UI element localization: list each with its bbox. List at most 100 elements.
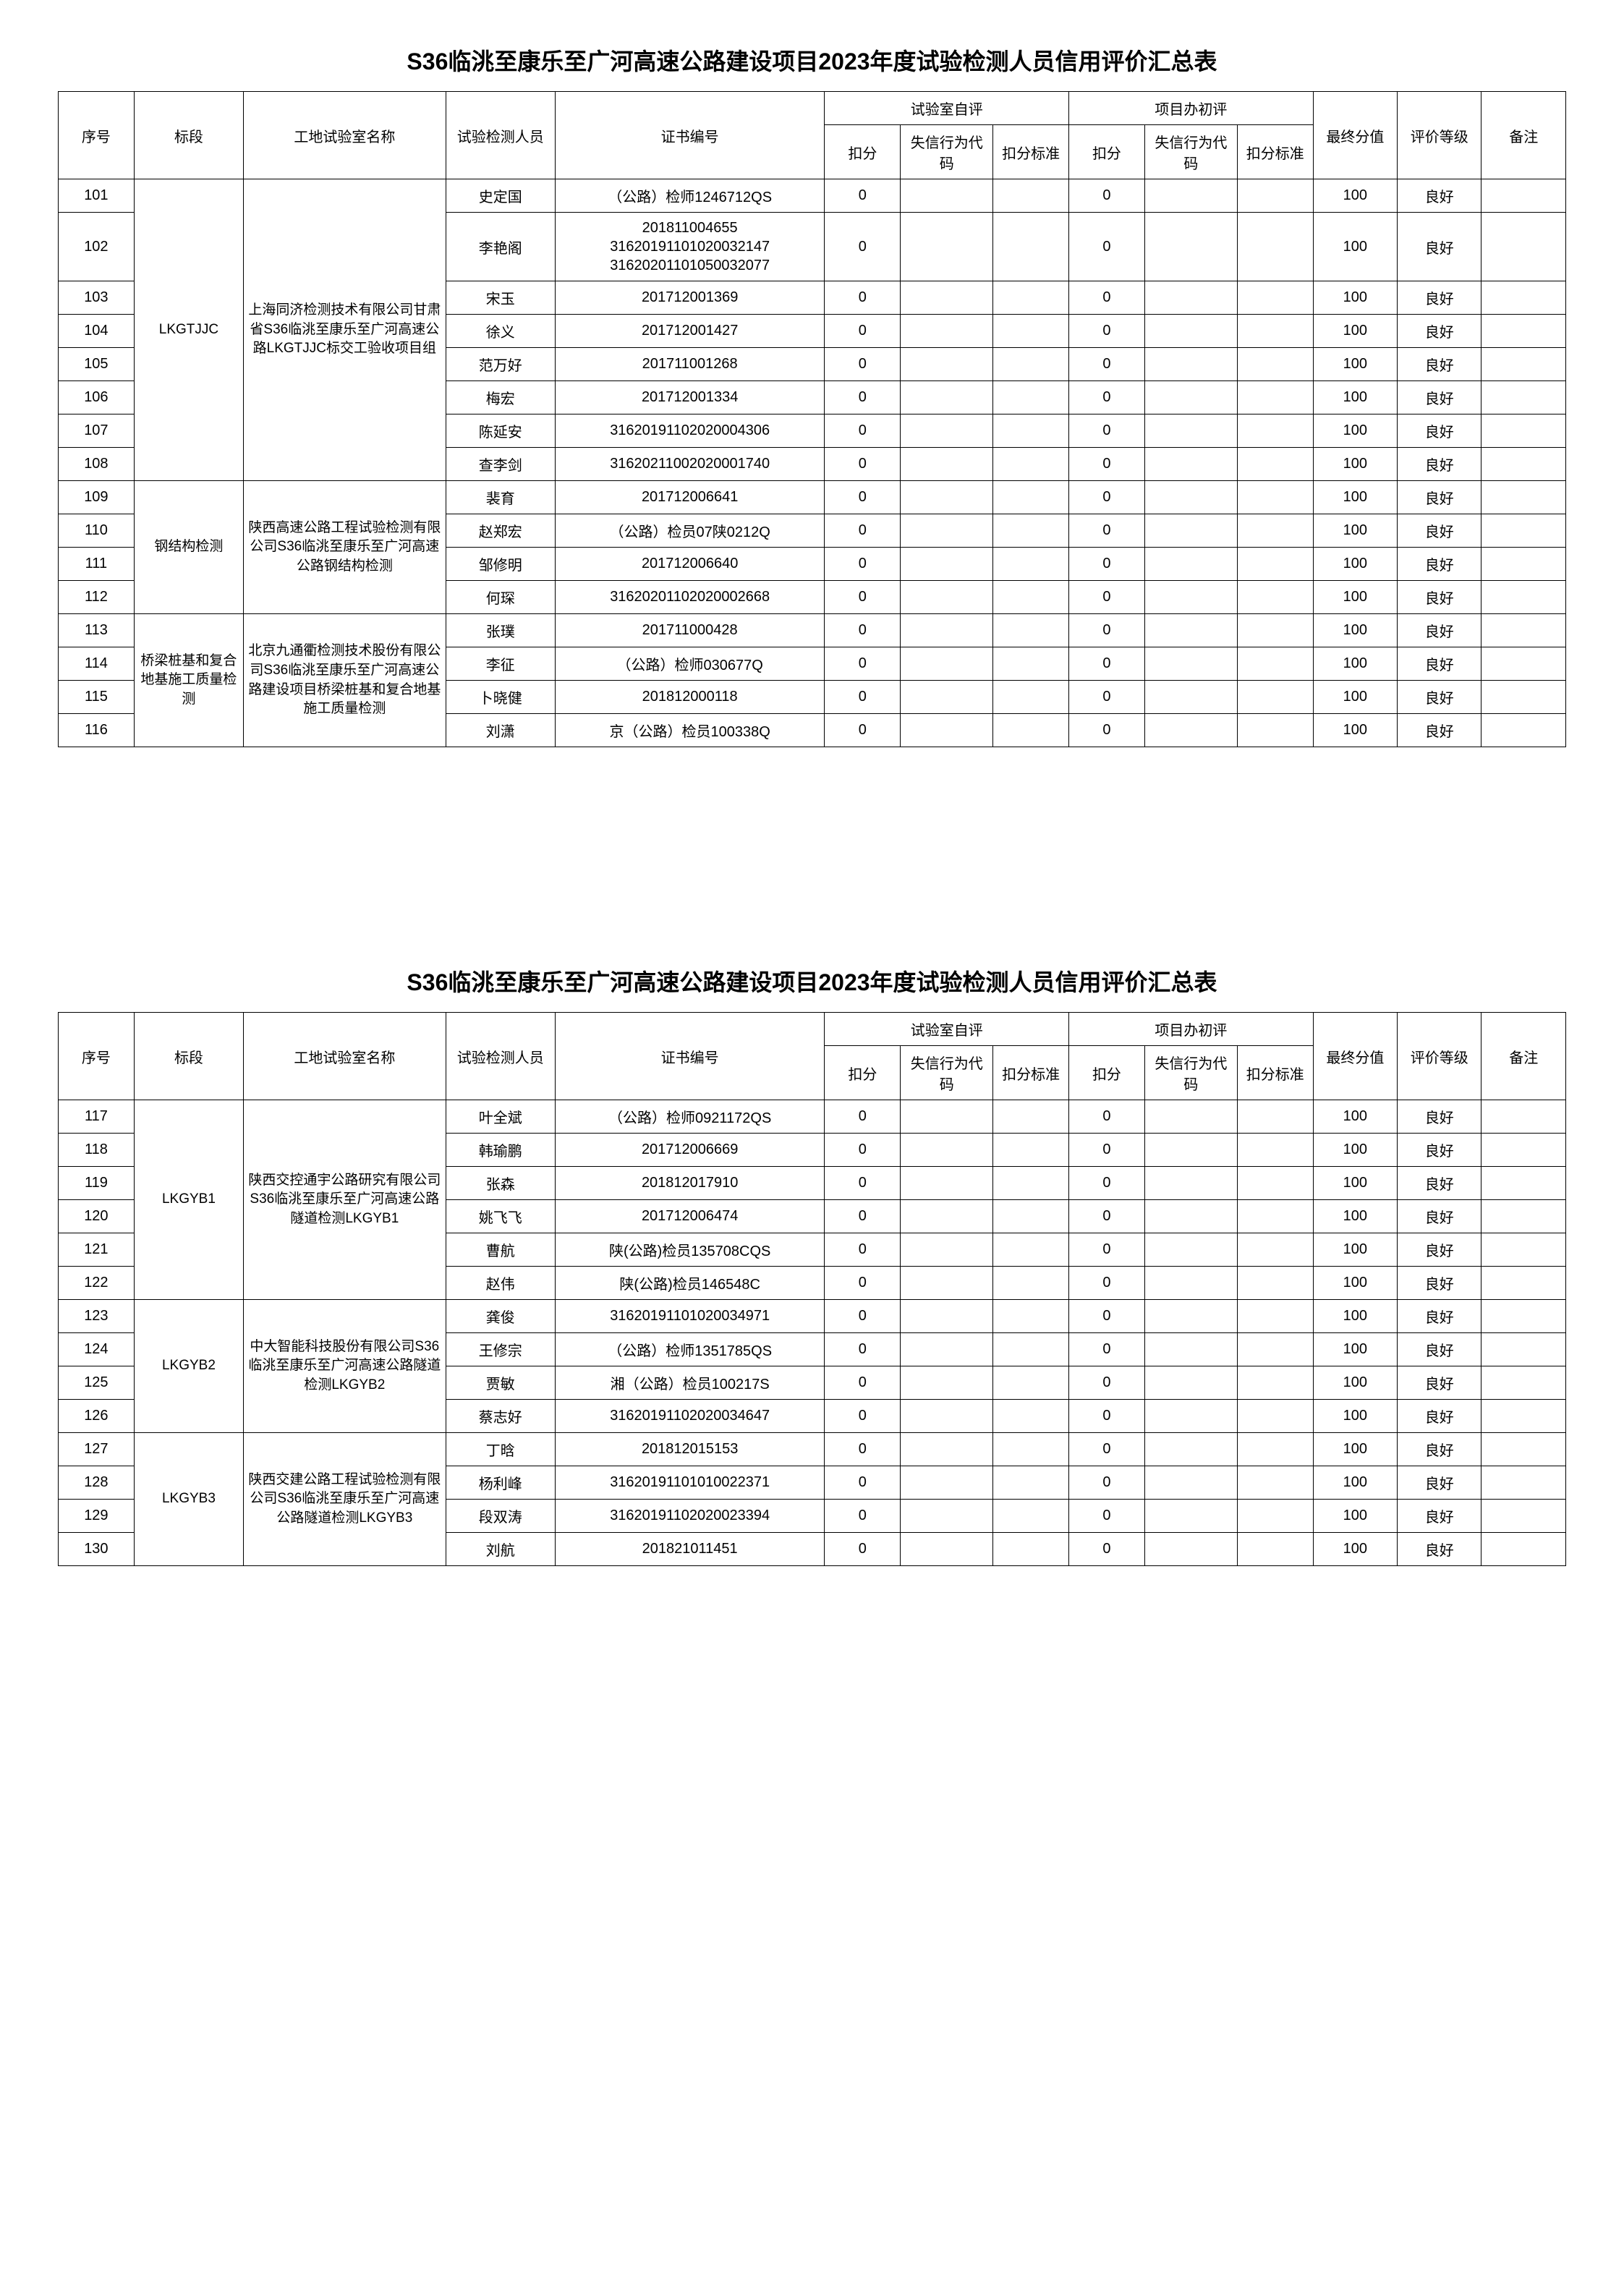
- cell-code-proj: [1144, 1267, 1237, 1300]
- cell-std-proj: [1237, 448, 1313, 481]
- cell-cert: 201712006669: [555, 1134, 825, 1167]
- cell-grade: 良好: [1398, 1433, 1481, 1466]
- cell-seq: 125: [59, 1366, 135, 1400]
- cell-std-proj: [1237, 714, 1313, 747]
- cell-seq: 122: [59, 1267, 135, 1300]
- cell-grade: 良好: [1398, 1333, 1481, 1366]
- cell-deduct-lab: 0: [825, 1400, 901, 1433]
- cell-grade: 良好: [1398, 481, 1481, 514]
- cell-grade: 良好: [1398, 1366, 1481, 1400]
- cell-final: 100: [1313, 1500, 1397, 1533]
- cell-deduct-lab: 0: [825, 179, 901, 213]
- cell-deduct-lab: 0: [825, 1500, 901, 1533]
- cell-code-lab: [901, 1267, 993, 1300]
- cell-deduct-lab: 0: [825, 1466, 901, 1500]
- cell-std-lab: [993, 1200, 1069, 1233]
- header-final: 最终分值: [1313, 92, 1397, 179]
- cell-code-proj: [1144, 1500, 1237, 1533]
- cell-person: 韩瑜鹏: [446, 1134, 555, 1167]
- cell-cert: 201821011451: [555, 1533, 825, 1566]
- cell-seq: 102: [59, 213, 135, 281]
- cell-deduct-lab: 0: [825, 1200, 901, 1233]
- cell-code-proj: [1144, 1366, 1237, 1400]
- cell-std-lab: [993, 581, 1069, 614]
- cell-grade: 良好: [1398, 213, 1481, 281]
- page-title-2: S36临洮至康乐至广河高速公路建设项目2023年度试验检测人员信用评价汇总表: [58, 964, 1566, 998]
- cell-final: 100: [1313, 714, 1397, 747]
- cell-deduct-proj: 0: [1069, 1466, 1145, 1500]
- cell-cert: 201712006474: [555, 1200, 825, 1233]
- table-row: 113桥梁桩基和复合地基施工质量检测北京九通衢检测技术股份有限公司S36临洮至康…: [59, 614, 1566, 647]
- cell-deduct-lab: 0: [825, 647, 901, 681]
- cell-std-lab: [993, 614, 1069, 647]
- cell-deduct-lab: 0: [825, 1366, 901, 1400]
- cell-remark: [1481, 1200, 1566, 1233]
- header-std2: 扣分标准: [1237, 1046, 1313, 1100]
- header-grade: 评价等级: [1398, 1013, 1481, 1100]
- cell-person: 史定国: [446, 179, 555, 213]
- cell-std-proj: [1237, 179, 1313, 213]
- cell-final: 100: [1313, 281, 1397, 315]
- cell-remark: [1481, 281, 1566, 315]
- cell-deduct-lab: 0: [825, 681, 901, 714]
- cell-std-lab: [993, 414, 1069, 448]
- cell-code-proj: [1144, 213, 1237, 281]
- cell-seq: 106: [59, 381, 135, 414]
- cell-grade: 良好: [1398, 179, 1481, 213]
- cell-std-proj: [1237, 481, 1313, 514]
- cell-person: 蔡志好: [446, 1400, 555, 1433]
- cell-grade: 良好: [1398, 1134, 1481, 1167]
- cell-remark: [1481, 1300, 1566, 1333]
- cell-std-lab: [993, 1433, 1069, 1466]
- cell-code-proj: [1144, 1533, 1237, 1566]
- cell-seq: 120: [59, 1200, 135, 1233]
- cell-code-lab: [901, 581, 993, 614]
- cell-cert: 201712001369: [555, 281, 825, 315]
- cell-seq: 110: [59, 514, 135, 548]
- cell-final: 100: [1313, 179, 1397, 213]
- cell-seq: 107: [59, 414, 135, 448]
- header-labeval: 试验室自评: [825, 92, 1069, 125]
- cell-deduct-proj: 0: [1069, 381, 1145, 414]
- cell-grade: 良好: [1398, 1300, 1481, 1333]
- cell-person: 赵郑宏: [446, 514, 555, 548]
- cell-final: 100: [1313, 681, 1397, 714]
- cell-deduct-proj: 0: [1069, 1533, 1145, 1566]
- page-title-1: S36临洮至康乐至广河高速公路建设项目2023年度试验检测人员信用评价汇总表: [58, 43, 1566, 77]
- cell-code-proj: [1144, 414, 1237, 448]
- cell-code-lab: [901, 381, 993, 414]
- cell-deduct-proj: 0: [1069, 681, 1145, 714]
- header-person: 试验检测人员: [446, 1013, 555, 1100]
- cell-code-lab: [901, 1333, 993, 1366]
- cell-person: 王修宗: [446, 1333, 555, 1366]
- cell-cert: 31620191101010022371: [555, 1466, 825, 1500]
- cell-person: 查李剑: [446, 448, 555, 481]
- cell-deduct-proj: 0: [1069, 1267, 1145, 1300]
- cell-grade: 良好: [1398, 1267, 1481, 1300]
- cell-deduct-lab: 0: [825, 348, 901, 381]
- header-std1: 扣分标准: [993, 125, 1069, 179]
- cell-remark: [1481, 179, 1566, 213]
- cell-seq: 124: [59, 1333, 135, 1366]
- cell-std-proj: [1237, 414, 1313, 448]
- cell-person: 段双涛: [446, 1500, 555, 1533]
- cell-seq: 130: [59, 1533, 135, 1566]
- cell-std-proj: [1237, 581, 1313, 614]
- cell-code-proj: [1144, 1300, 1237, 1333]
- cell-final: 100: [1313, 1466, 1397, 1500]
- cell-seq: 104: [59, 315, 135, 348]
- cell-code-proj: [1144, 448, 1237, 481]
- cell-remark: [1481, 213, 1566, 281]
- cell-grade: 良好: [1398, 1466, 1481, 1500]
- cell-final: 100: [1313, 614, 1397, 647]
- cell-remark: [1481, 1366, 1566, 1400]
- cell-deduct-proj: 0: [1069, 481, 1145, 514]
- cell-std-lab: [993, 1100, 1069, 1134]
- table-row: 123LKGYB2中大智能科技股份有限公司S36临洮至康乐至广河高速公路隧道检测…: [59, 1300, 1566, 1333]
- cell-grade: 良好: [1398, 514, 1481, 548]
- cell-std-proj: [1237, 647, 1313, 681]
- cell-deduct-lab: 0: [825, 213, 901, 281]
- cell-cert: 201812017910: [555, 1167, 825, 1200]
- cell-deduct-lab: 0: [825, 414, 901, 448]
- cell-deduct-proj: 0: [1069, 1200, 1145, 1233]
